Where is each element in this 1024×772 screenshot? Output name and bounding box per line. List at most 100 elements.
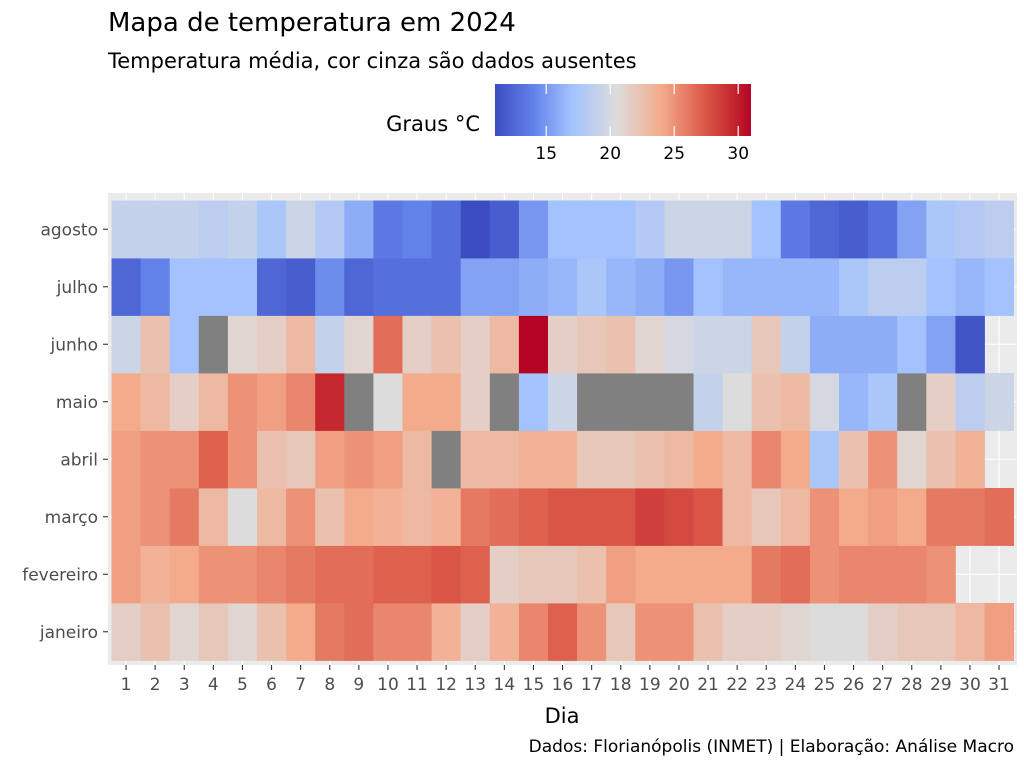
heatmap-cell-janeiro-13 (460, 603, 491, 661)
heatmap-cell-maio-8 (315, 373, 345, 431)
heatmap-cell-fevereiro-4 (198, 545, 229, 604)
heatmap-cell-junho-7 (286, 315, 316, 374)
heatmap-cell-junho-11 (402, 315, 432, 374)
heatmap-cell-abril-18 (606, 430, 636, 489)
legend-title: Graus °C (386, 112, 480, 136)
heatmap-cell-março-2 (140, 488, 171, 546)
x-tick-label: 7 (295, 675, 306, 695)
legend-colorbar (495, 84, 751, 136)
heatmap-cell-agosto-22 (722, 200, 753, 259)
heatmap-cell-junho-8 (315, 315, 345, 374)
heatmap-cell-abril-6 (257, 430, 287, 489)
heatmap-cell-junho-1 (111, 315, 141, 374)
heatmap-cell-julho-20 (664, 258, 694, 316)
heatmap-cell-junho-18 (606, 315, 636, 374)
heatmap-cell-março-17 (577, 488, 607, 546)
heatmap-cell-março-29 (926, 488, 956, 546)
heatmap-cell-janeiro-18 (606, 603, 636, 661)
heatmap-cell-julho-8 (315, 258, 345, 316)
heatmap-cell-março-12 (431, 488, 462, 546)
heatmap-cell-fevereiro-9 (344, 545, 374, 604)
heatmap-cell-junho-16 (548, 315, 578, 374)
heatmap-cell-julho-25 (809, 258, 840, 316)
heatmap-cell-janeiro-29 (926, 603, 956, 661)
heatmap-cell-janeiro-16 (548, 603, 578, 661)
heatmap-cell-fevereiro-5 (227, 545, 258, 604)
heatmap-cell-maio-24 (780, 373, 811, 431)
heatmap-cell-janeiro-30 (955, 603, 985, 661)
heatmap-cell-julho-18 (606, 258, 636, 316)
heatmap-cell-abril-27 (868, 430, 898, 489)
y-tick-label: maio (56, 393, 98, 413)
heatmap-cell-maio-20 (664, 373, 694, 431)
heatmap-cell-março-24 (780, 488, 811, 546)
chart-subtitle: Temperatura média, cor cinza são dados a… (107, 49, 637, 73)
heatmap-cell-março-19 (635, 488, 665, 546)
heatmap-cell-agosto-7 (286, 200, 316, 259)
heatmap-cell-março-25 (809, 488, 840, 546)
heatmap-cell-março-31 (984, 488, 1014, 546)
heatmap-cell-janeiro-14 (489, 603, 520, 661)
heatmap-cell-abril-19 (635, 430, 665, 489)
heatmap-cell-agosto-6 (257, 200, 287, 259)
heatmap-cell-janeiro-26 (839, 603, 869, 661)
heatmap-cell-maio-3 (169, 373, 200, 431)
heatmap-cell-julho-15 (518, 258, 549, 316)
heatmap-cell-julho-23 (751, 258, 782, 316)
heatmap-cell-agosto-3 (169, 200, 200, 259)
x-tick-label: 24 (785, 675, 807, 695)
heatmap-cell-maio-5 (227, 373, 258, 431)
heatmap-cell-junho-28 (897, 315, 927, 374)
heatmap-cell-abril-8 (315, 430, 345, 489)
heatmap-cell-maio-14 (489, 373, 520, 431)
heatmap-cell-junho-30 (955, 315, 985, 374)
heatmap-cell-abril-12 (431, 430, 462, 489)
heatmap-cell-maio-9 (344, 373, 374, 431)
heatmap-cell-fevereiro-13 (460, 545, 491, 604)
heatmap-cell-abril-1 (111, 430, 141, 489)
heatmap-cell-julho-12 (431, 258, 462, 316)
heatmap-cell-março-16 (548, 488, 578, 546)
heatmap-cell-maio-17 (577, 373, 607, 431)
heatmap-cell-março-6 (257, 488, 287, 546)
heatmap-cell-fevereiro-1 (111, 545, 141, 604)
heatmap-cell-junho-2 (140, 315, 171, 374)
heatmap-cell-junho-4 (198, 315, 229, 374)
heatmap-cell-fevereiro-23 (751, 545, 782, 604)
heatmap-cell-março-15 (518, 488, 549, 546)
heatmap-cell-maio-11 (402, 373, 432, 431)
heatmap-cell-maio-27 (868, 373, 898, 431)
x-tick-label: 31 (988, 675, 1010, 695)
heatmap-cell-junho-6 (257, 315, 287, 374)
heatmap-cell-maio-23 (751, 373, 782, 431)
heatmap-cell-julho-4 (198, 258, 229, 316)
heatmap-cell-maio-4 (198, 373, 229, 431)
heatmap-cell-março-28 (897, 488, 927, 546)
heatmap-cell-janeiro-22 (722, 603, 753, 661)
heatmap-cell-julho-29 (926, 258, 956, 316)
heatmap-cell-julho-16 (548, 258, 578, 316)
heatmap-cell-março-7 (286, 488, 316, 546)
heatmap-cell-abril-14 (489, 430, 520, 489)
heatmap-cell-fevereiro-15 (518, 545, 549, 604)
heatmap-cell-janeiro-20 (664, 603, 694, 661)
heatmap-cell-janeiro-12 (431, 603, 462, 661)
y-tick-label: março (45, 508, 98, 528)
x-tick-label: 13 (464, 675, 486, 695)
heatmap-cell-março-14 (489, 488, 520, 546)
heatmap-cell-março-9 (344, 488, 374, 546)
heatmap-cell-fevereiro-6 (257, 545, 287, 604)
heatmap-cell-fevereiro-28 (897, 545, 927, 604)
heatmap-cell-julho-19 (635, 258, 665, 316)
heatmap-cell-janeiro-23 (751, 603, 782, 661)
heatmap-cell-agosto-19 (635, 200, 665, 259)
heatmap-cell-julho-10 (373, 258, 403, 316)
heatmap-cell-junho-9 (344, 315, 374, 374)
heatmap-cell-julho-3 (169, 258, 200, 316)
heatmap-cell-janeiro-19 (635, 603, 665, 661)
heatmap-cell-março-5 (227, 488, 258, 546)
y-tick-label: janeiro (39, 623, 98, 643)
heatmap-cell-fevereiro-18 (606, 545, 636, 604)
heatmap-cell-janeiro-1 (111, 603, 141, 661)
heatmap-cell-junho-24 (780, 315, 811, 374)
